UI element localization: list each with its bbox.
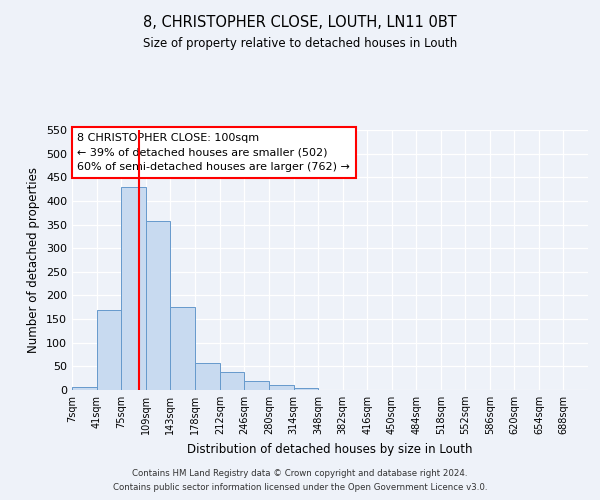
Bar	[244, 380, 269, 390]
Text: Contains public sector information licensed under the Open Government Licence v3: Contains public sector information licen…	[113, 484, 487, 492]
Text: Contains HM Land Registry data © Crown copyright and database right 2024.: Contains HM Land Registry data © Crown c…	[132, 468, 468, 477]
Bar	[121, 186, 146, 390]
Bar	[146, 221, 170, 390]
X-axis label: Distribution of detached houses by size in Louth: Distribution of detached houses by size …	[187, 442, 473, 456]
Bar	[72, 386, 97, 390]
Bar	[170, 308, 194, 390]
Bar	[293, 388, 318, 390]
Text: 8, CHRISTOPHER CLOSE, LOUTH, LN11 0BT: 8, CHRISTOPHER CLOSE, LOUTH, LN11 0BT	[143, 15, 457, 30]
Bar	[196, 363, 220, 390]
Bar	[220, 372, 244, 390]
Bar	[269, 386, 293, 390]
Text: Size of property relative to detached houses in Louth: Size of property relative to detached ho…	[143, 38, 457, 51]
Y-axis label: Number of detached properties: Number of detached properties	[28, 167, 40, 353]
Text: 8 CHRISTOPHER CLOSE: 100sqm
← 39% of detached houses are smaller (502)
60% of se: 8 CHRISTOPHER CLOSE: 100sqm ← 39% of det…	[77, 132, 350, 172]
Bar	[97, 310, 121, 390]
